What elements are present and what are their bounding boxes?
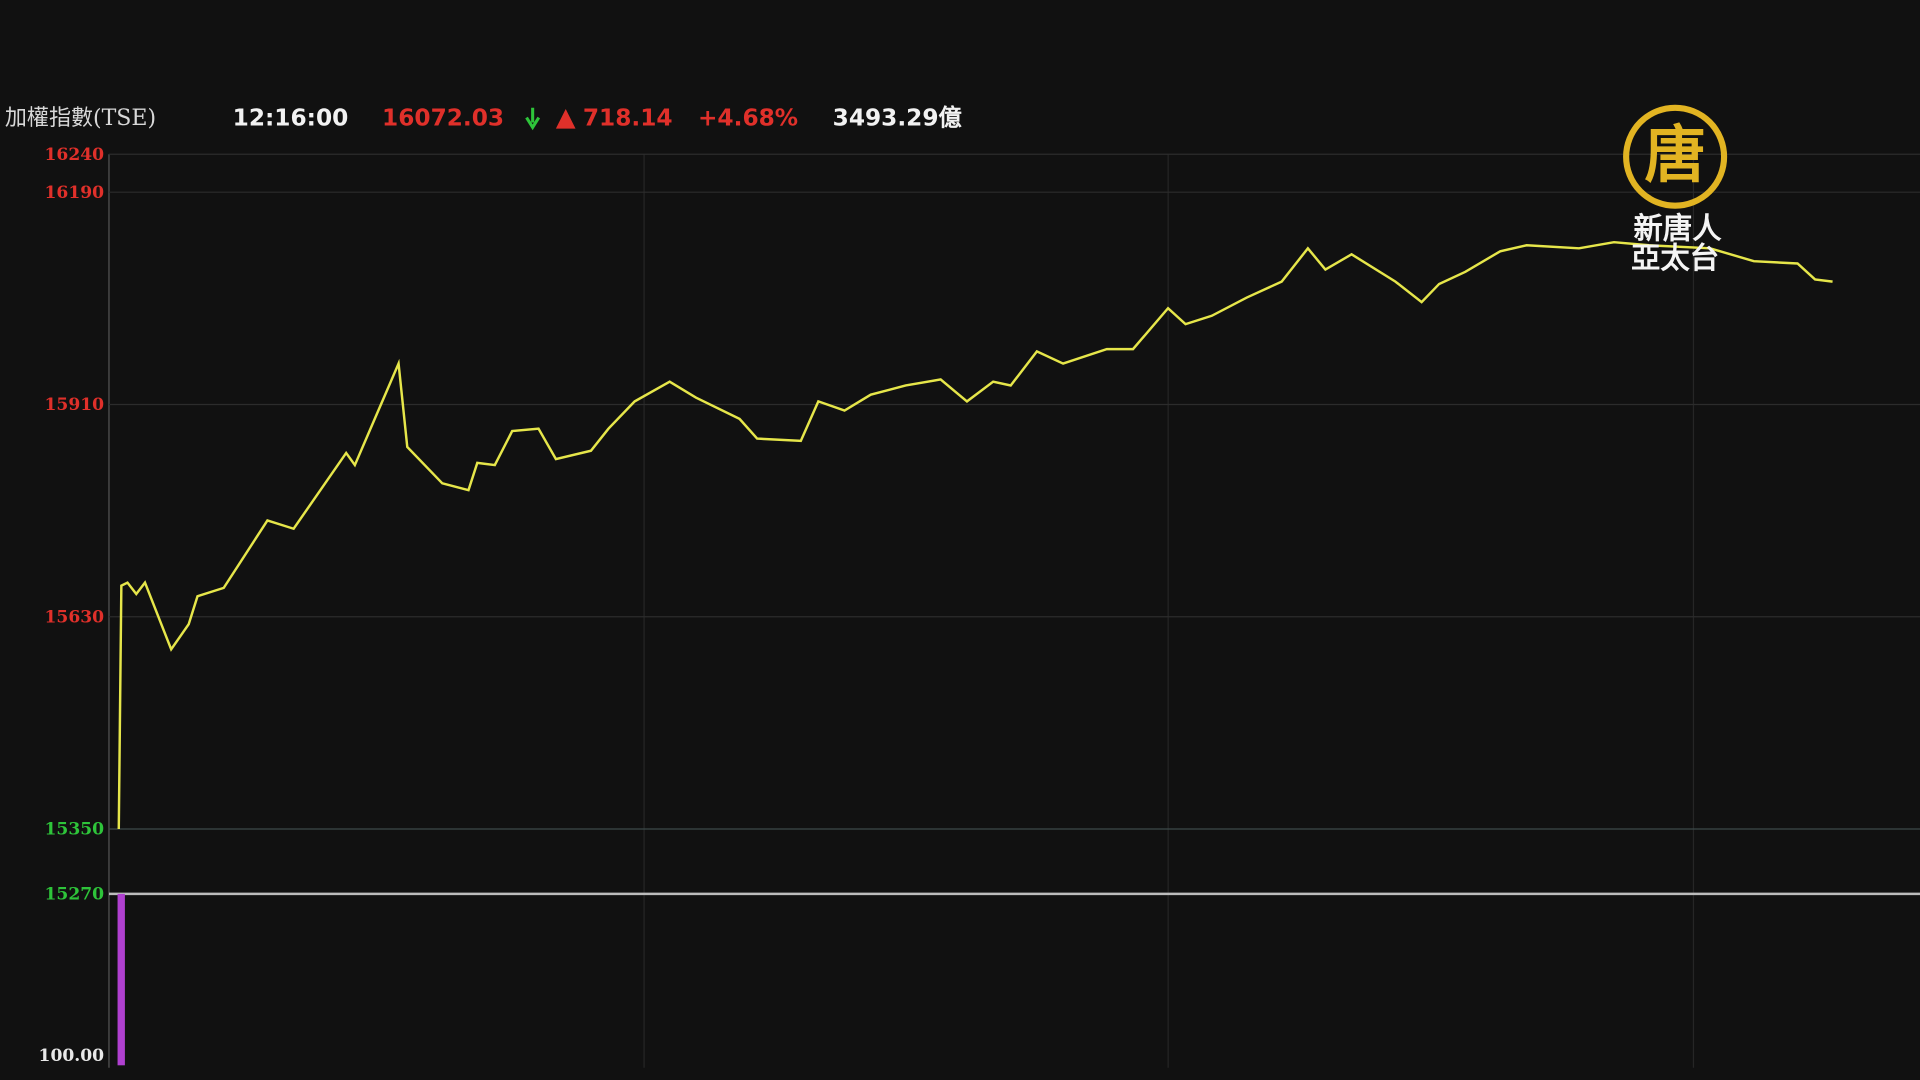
price: 16072.03 (382, 104, 504, 131)
down-arrow (525, 107, 541, 131)
index-name: 加權指數(TSE) (5, 106, 156, 131)
y-tick-label: 15630 (45, 607, 105, 627)
y-tick-label: 15350 (45, 820, 105, 840)
logo-line: 亞太台 (1631, 241, 1719, 275)
logo-ring (1623, 104, 1728, 209)
y-tick-label: 16190 (45, 183, 105, 203)
time: 12:16:00 (233, 104, 349, 131)
logo-mark: 唐 (1644, 120, 1705, 191)
y-tick-label: 15270 (45, 885, 105, 905)
logo: 唐 新唐人 亞太台 (1623, 104, 1728, 275)
change: 718.14 (583, 104, 673, 131)
y-tick-label: 15910 (45, 395, 105, 415)
volume-bar (117, 893, 125, 1066)
time-grid (643, 154, 1695, 1068)
logo-line: 新唐人 (1633, 212, 1722, 246)
y-tick-label: 16240 (45, 145, 105, 165)
price-line (117, 240, 1833, 829)
turnover: 3493.29億 (833, 104, 963, 131)
change-percent: +4.68% (698, 104, 798, 131)
up-triangle (555, 108, 576, 129)
y-tick-label: 100.00 (39, 1046, 105, 1066)
